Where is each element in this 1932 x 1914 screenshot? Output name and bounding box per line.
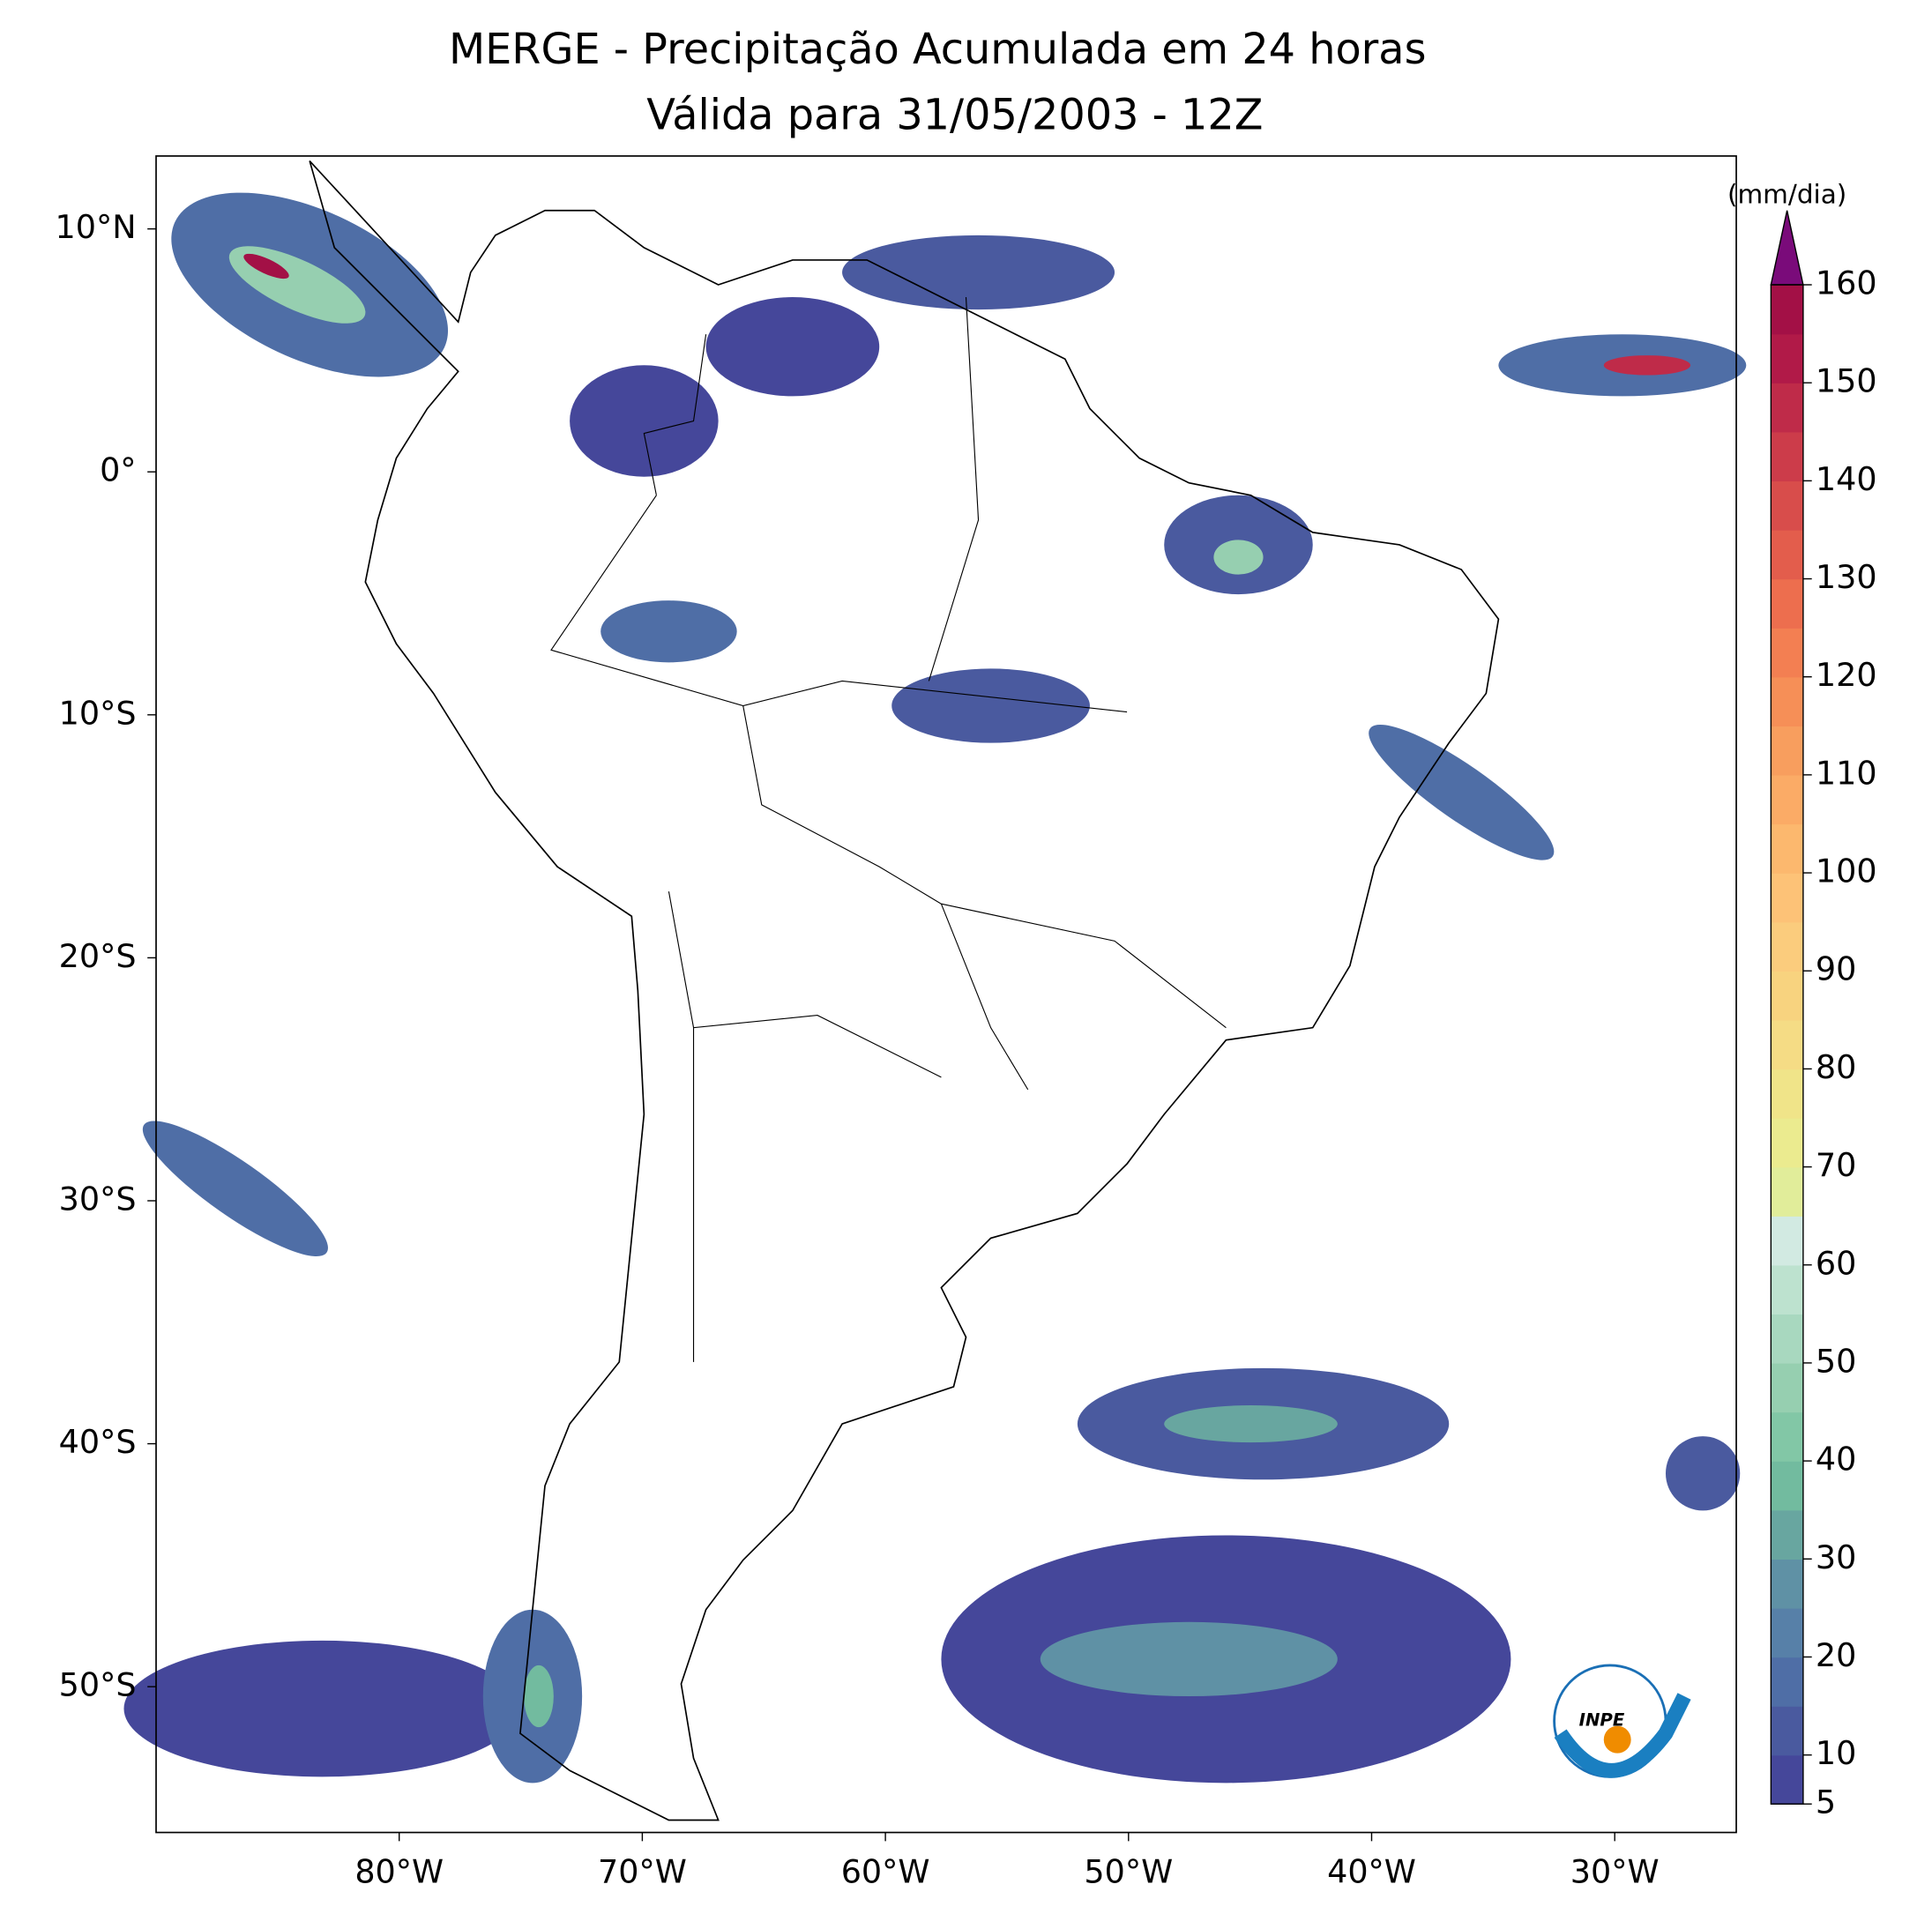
- colorbar-band: [1771, 1362, 1803, 1413]
- lat-tick-label: 30°S: [59, 1180, 137, 1218]
- colorbar-tick-label: 70: [1816, 1146, 1856, 1184]
- title-line-2: Válida para 31/05/2003 - 12Z: [646, 91, 1263, 139]
- colorbar-band: [1771, 1559, 1803, 1609]
- colorbar-tick-label: 150: [1816, 362, 1877, 400]
- colorbar-tick-label: 120: [1816, 656, 1877, 694]
- colorbar-tick-label: 50: [1816, 1342, 1856, 1380]
- colorbar-band: [1771, 1166, 1803, 1217]
- colorbar-band: [1771, 1069, 1803, 1119]
- lon-tick-label: 70°W: [598, 1852, 687, 1890]
- colorbar-band: [1771, 726, 1803, 776]
- colorbar-band: [1771, 480, 1803, 531]
- colorbar-tick-label: 100: [1816, 853, 1877, 890]
- colorbar-band: [1771, 1706, 1803, 1756]
- lat-tick-label: 10°N: [56, 208, 137, 246]
- borders: [550, 297, 1227, 1362]
- colorbar-tick-label: 160: [1816, 264, 1877, 302]
- title-line-1: MERGE - Precipitação Acumulada em 24 hor…: [449, 26, 1426, 74]
- colorbar-band: [1771, 921, 1803, 972]
- colorbar-tick-label: 40: [1816, 1441, 1856, 1478]
- colorbar-band: [1771, 628, 1803, 678]
- colorbar-band: [1771, 823, 1803, 874]
- colorbar-band: [1771, 1117, 1803, 1168]
- lat-tick-label: 20°S: [59, 937, 137, 975]
- colorbar-tick-label: 110: [1816, 754, 1877, 792]
- colorbar-band: [1771, 1657, 1803, 1707]
- colorbar-band: [1771, 1264, 1803, 1315]
- map-frame: [155, 155, 1737, 1834]
- colorbar-extend: [1770, 210, 1804, 286]
- lat-tick-label: 50°S: [59, 1666, 137, 1704]
- colorbar-band: [1771, 285, 1803, 335]
- colorbar-tick-label: 130: [1816, 558, 1877, 596]
- logo-text: INPE: [1579, 1710, 1625, 1731]
- lat-tick-label: 0°: [100, 451, 136, 489]
- lon-tick-label: 30°W: [1570, 1852, 1660, 1890]
- colorbar-band: [1771, 1509, 1803, 1560]
- coastline: [309, 160, 1500, 1821]
- precipitation-field: [123, 192, 1747, 1784]
- colorbar-tick-label: 60: [1816, 1244, 1856, 1282]
- colorbar-band: [1771, 873, 1803, 923]
- colorbar-band: [1771, 1461, 1803, 1511]
- colorbar-band: [1771, 1019, 1803, 1070]
- colorbar-band: [1771, 971, 1803, 1021]
- colorbar-band: [1771, 1754, 1803, 1805]
- lon-tick-label: 80°W: [354, 1852, 444, 1890]
- colorbar-frame: [1770, 284, 1804, 1805]
- colorbar-tick-label: 5: [1816, 1784, 1836, 1821]
- colorbar-band: [1771, 1607, 1803, 1658]
- colorbar-tick-label: 10: [1816, 1734, 1856, 1772]
- colorbar-band: [1771, 1216, 1803, 1266]
- lat-tick-label: 40°S: [59, 1423, 137, 1461]
- colorbar-band: [1771, 1314, 1803, 1364]
- lon-tick-label: 60°W: [841, 1852, 930, 1890]
- colorbar-band: [1771, 431, 1803, 482]
- colorbar-band: [1771, 676, 1803, 727]
- colorbar-band: [1771, 383, 1803, 433]
- lon-tick-label: 50°W: [1084, 1852, 1173, 1890]
- lat-tick-label: 10°S: [59, 694, 137, 732]
- colorbar-tick-label: 90: [1816, 950, 1856, 988]
- colorbar-tick-label: 80: [1816, 1048, 1856, 1086]
- colorbar-band: [1771, 774, 1803, 825]
- logo: INPE: [1553, 1664, 1691, 1778]
- colorbar-tick-label: 140: [1816, 460, 1877, 498]
- colorbar-band: [1771, 1411, 1803, 1462]
- colorbar-band: [1771, 529, 1803, 580]
- colorbar-tick-label: 30: [1816, 1538, 1856, 1576]
- lon-tick-label: 40°W: [1327, 1852, 1416, 1890]
- colorbar-band: [1771, 578, 1803, 629]
- colorbar-band: [1771, 333, 1803, 384]
- colorbar-tick-label: 20: [1816, 1636, 1856, 1674]
- colorbar-label: (mm/dia): [1727, 179, 1846, 209]
